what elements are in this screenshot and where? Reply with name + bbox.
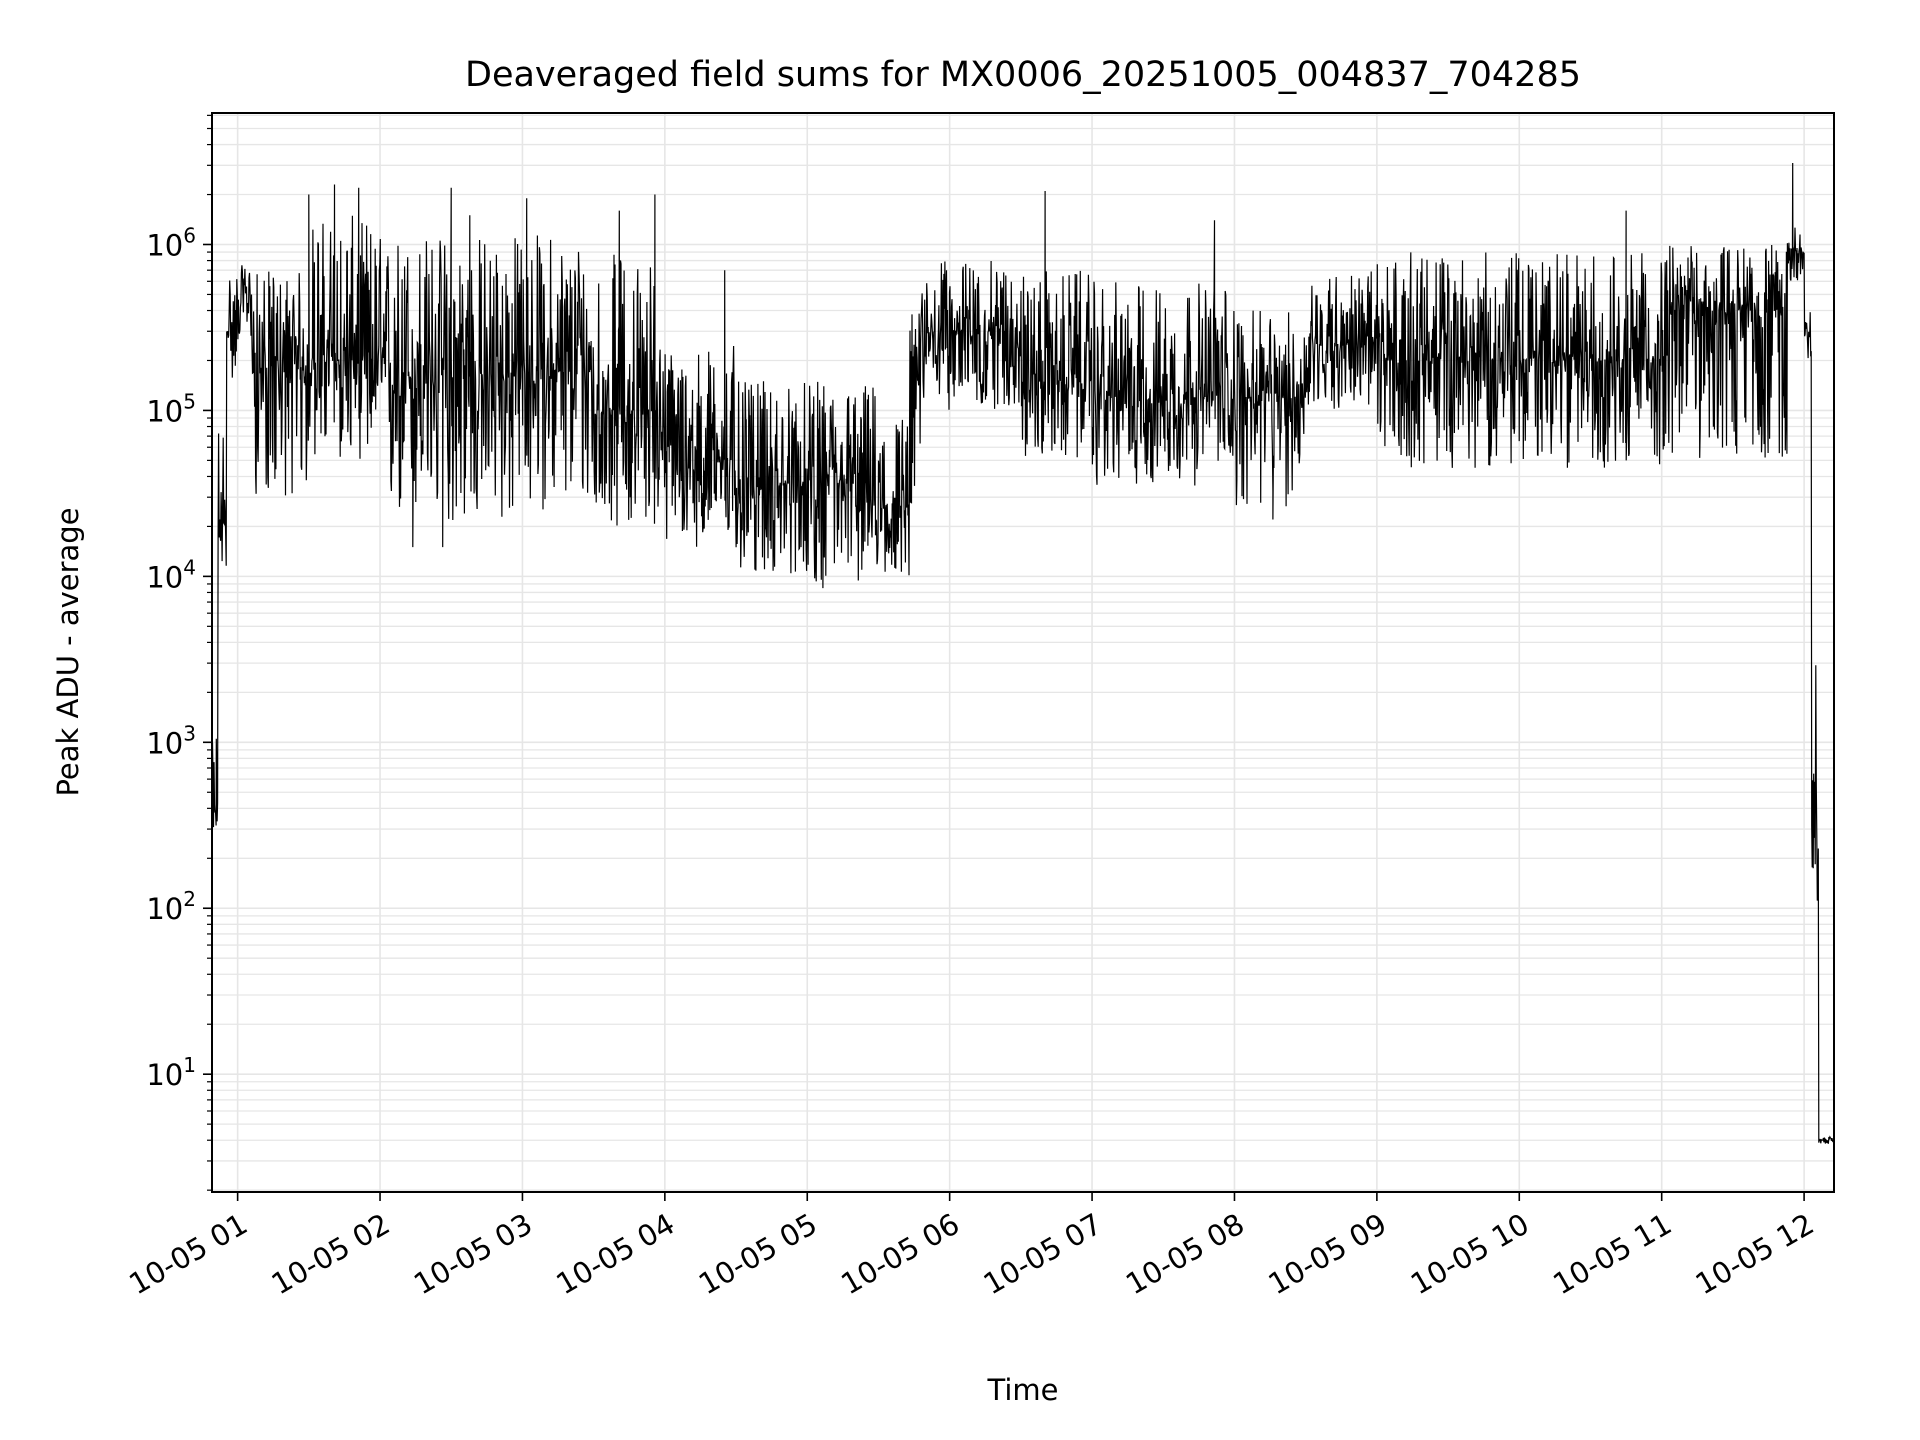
y-tick-label: 104 (146, 555, 196, 594)
y-tick-label: 102 (146, 887, 196, 926)
y-tick-label: 103 (146, 721, 196, 760)
y-tick-label: 106 (146, 223, 196, 262)
chart-title: Deaveraged field sums for MX0006_2025100… (465, 55, 1581, 95)
data-line-layer (211, 162, 1835, 1144)
x-axis-label: Time (987, 1373, 1059, 1407)
grid (212, 113, 1834, 1192)
data-series-line (211, 162, 1835, 1144)
y-tick-label: 105 (146, 389, 196, 428)
plot-frame (211, 112, 1835, 1193)
y-axis-label: Peak ADU - average (51, 507, 85, 796)
y-tick-label: 101 (146, 1053, 196, 1092)
